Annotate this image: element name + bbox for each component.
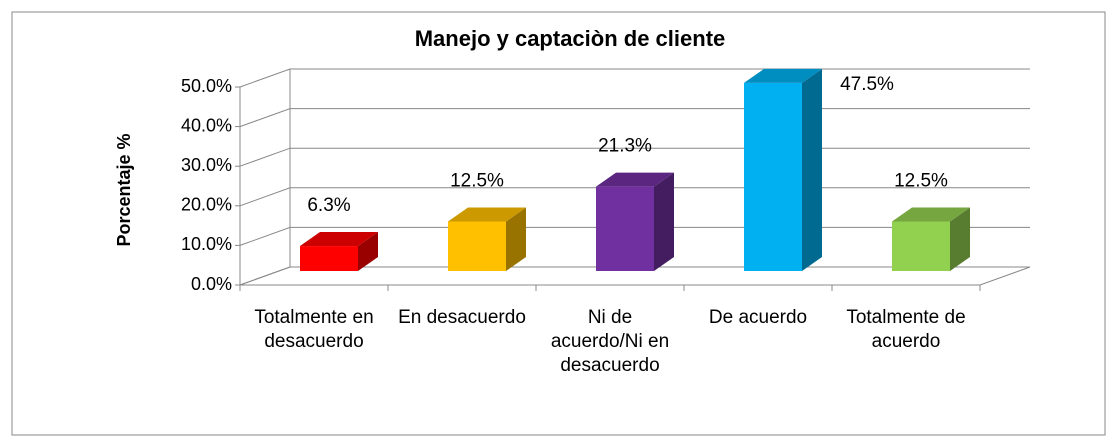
data-label: 21.3% <box>598 136 652 157</box>
bar-top <box>892 207 970 222</box>
y-tick-label: 10.0% <box>181 234 232 254</box>
bar-front <box>744 82 802 272</box>
chart-title: Manejo y captaciòn de cliente <box>415 26 726 51</box>
data-label: 6.3% <box>307 195 350 216</box>
y-tick-label: 20.0% <box>181 195 232 215</box>
bar-top <box>596 172 674 187</box>
y-axis-label: Porcentaje % <box>114 133 134 246</box>
bar-front <box>300 246 358 271</box>
data-label: 12.5% <box>894 171 948 192</box>
bar-front <box>448 221 506 271</box>
x-tick-label: Totalmente de acuerdo <box>846 307 966 352</box>
y-tick-label: 0.0% <box>191 274 232 294</box>
bar-top <box>744 68 822 83</box>
bar-side <box>506 207 526 271</box>
data-label: 47.5% <box>840 74 894 95</box>
bar-front <box>596 186 654 271</box>
x-tick-label: De acuerdo <box>708 307 808 328</box>
bar-side <box>802 68 822 272</box>
data-label: 12.5% <box>450 171 504 192</box>
x-tick-label: Totalmente en desacuerdo <box>254 307 374 352</box>
x-tick-label: Ni de acuerdo/Ni en desacuerdo <box>550 307 670 376</box>
bar-side <box>950 207 970 271</box>
bar-top <box>448 207 526 222</box>
x-tick-label: En desacuerdo <box>398 307 526 328</box>
bar-side <box>654 172 674 271</box>
y-tick-label: 50.0% <box>181 76 232 96</box>
bar-front <box>892 221 950 271</box>
bar-side <box>358 232 378 271</box>
y-tick-label: 40.0% <box>181 115 232 135</box>
bar-top <box>300 232 378 247</box>
y-tick-label: 30.0% <box>181 155 232 175</box>
